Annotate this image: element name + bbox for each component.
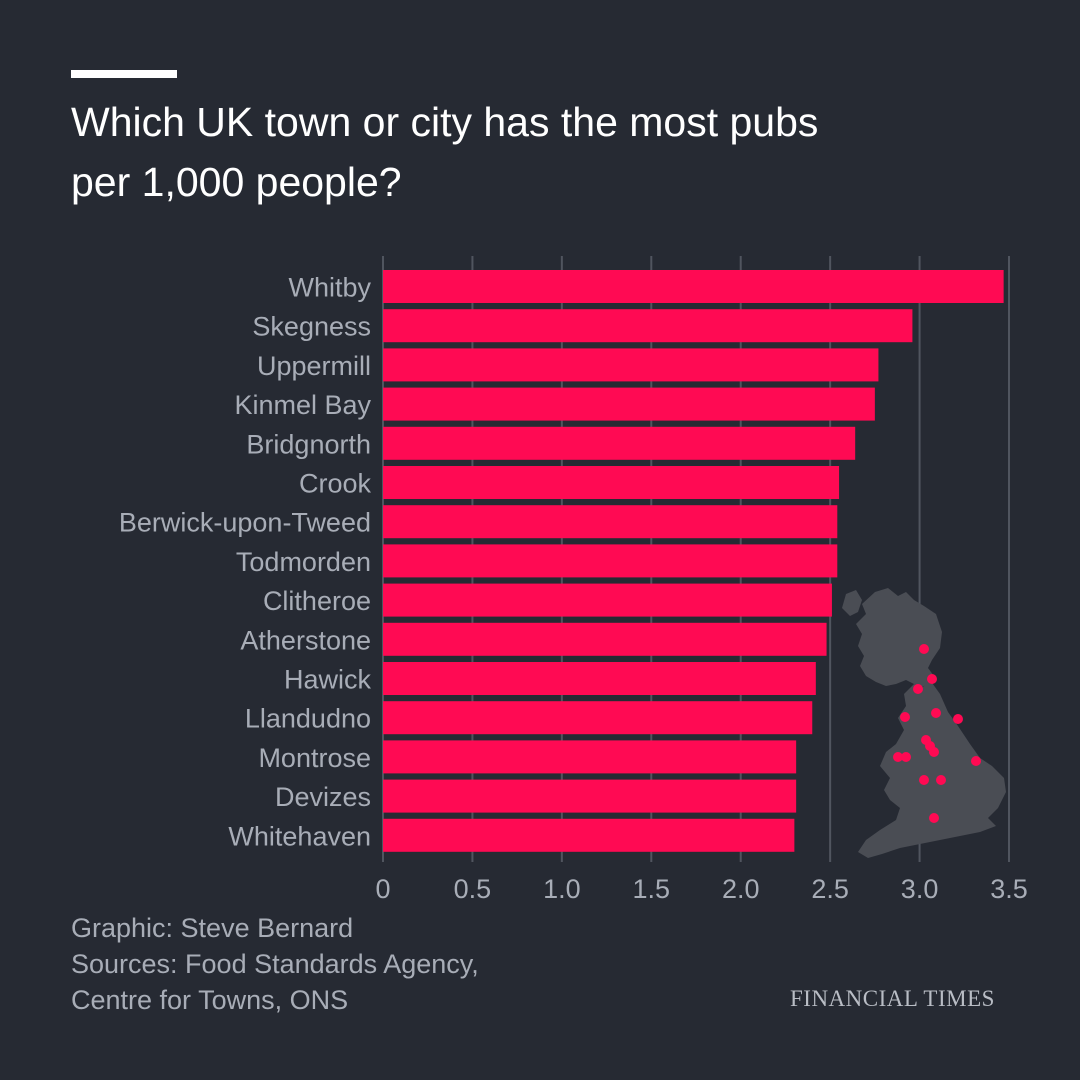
bar-4 bbox=[383, 426, 856, 460]
bar-7 bbox=[383, 544, 838, 578]
category-label-3: Kinmel Bay bbox=[234, 390, 371, 420]
map-northern-ireland-shape bbox=[842, 590, 862, 616]
bar-8 bbox=[383, 583, 832, 617]
x-axis-tick-labels: 0 0.5 1.0 1.5 2.0 2.5 3.0 3.5 bbox=[375, 874, 1027, 904]
town-dot-0 bbox=[919, 644, 929, 654]
town-location-dots bbox=[893, 644, 981, 823]
category-label-14: Whitehaven bbox=[228, 821, 371, 851]
bar-9 bbox=[383, 622, 827, 656]
town-dot-11 bbox=[971, 756, 981, 766]
category-label-0: Whitby bbox=[288, 273, 371, 303]
category-label-5: Crook bbox=[299, 469, 372, 499]
footer-credits: Graphic: Steve Bernard Sources: Food Sta… bbox=[71, 910, 479, 1018]
bar-12 bbox=[383, 740, 797, 774]
town-dot-8 bbox=[929, 747, 939, 757]
town-dot-2 bbox=[913, 684, 923, 694]
category-label-7: Todmorden bbox=[236, 547, 371, 577]
x-tick-label-3: 1.5 bbox=[633, 874, 671, 904]
graphic-credit: Graphic: Steve Bernard bbox=[71, 913, 354, 943]
town-dot-14 bbox=[929, 813, 939, 823]
bar-10 bbox=[383, 662, 816, 695]
bar-3 bbox=[383, 387, 875, 421]
title-line-2: per 1,000 people? bbox=[71, 159, 402, 205]
town-dot-9 bbox=[893, 752, 903, 762]
sources-line-2: Centre for Towns, ONS bbox=[71, 985, 349, 1015]
category-label-12: Montrose bbox=[258, 743, 371, 773]
town-dot-12 bbox=[919, 775, 929, 785]
bar-13 bbox=[383, 779, 797, 813]
category-label-13: Devizes bbox=[275, 782, 371, 812]
x-tick-label-0: 0 bbox=[375, 874, 390, 904]
category-labels: Whitby Skegness Uppermill Kinmel Bay Bridgno… bbox=[119, 273, 372, 852]
town-dot-5 bbox=[953, 714, 963, 724]
map-scotland-shape bbox=[856, 588, 942, 688]
chart-title: Which UK town or city has the most pubs … bbox=[71, 92, 971, 212]
bar-2 bbox=[383, 348, 879, 382]
x-tick-label-6: 3.0 bbox=[901, 874, 939, 904]
bar-6 bbox=[383, 505, 838, 539]
category-label-10: Hawick bbox=[284, 665, 372, 695]
bar-14 bbox=[383, 818, 795, 852]
publisher-logo: FINANCIAL TIMES bbox=[790, 986, 995, 1011]
x-tick-label-2: 1.0 bbox=[543, 874, 581, 904]
town-dot-10 bbox=[901, 752, 911, 762]
title-line-1: Which UK town or city has the most pubs bbox=[71, 99, 819, 145]
bar-1 bbox=[383, 309, 913, 343]
town-dot-1 bbox=[927, 674, 937, 684]
category-label-8: Clitheroe bbox=[263, 586, 371, 616]
category-label-2: Uppermill bbox=[257, 351, 371, 381]
bar-5 bbox=[383, 466, 840, 499]
category-label-9: Atherstone bbox=[240, 625, 371, 655]
map-england-wales-shape bbox=[858, 680, 1006, 858]
x-tick-label-1: 0.5 bbox=[454, 874, 492, 904]
sources-line-1: Sources: Food Standards Agency, bbox=[71, 949, 479, 979]
uk-map-inset bbox=[842, 588, 1006, 858]
bar-11 bbox=[383, 701, 813, 735]
x-tick-label-5: 2.5 bbox=[811, 874, 849, 904]
category-label-4: Bridgnorth bbox=[246, 429, 371, 459]
category-label-6: Berwick-upon-Tweed bbox=[119, 508, 371, 538]
bars bbox=[383, 270, 1004, 852]
x-tick-label-7: 3.5 bbox=[990, 874, 1028, 904]
category-label-11: Llandudno bbox=[245, 704, 371, 734]
town-dot-4 bbox=[931, 708, 941, 718]
category-label-1: Skegness bbox=[252, 312, 371, 342]
title-rule bbox=[71, 70, 177, 78]
x-tick-label-4: 2.0 bbox=[722, 874, 760, 904]
bar-0 bbox=[383, 270, 1004, 303]
town-dot-3 bbox=[900, 712, 910, 722]
town-dot-13 bbox=[936, 775, 946, 785]
